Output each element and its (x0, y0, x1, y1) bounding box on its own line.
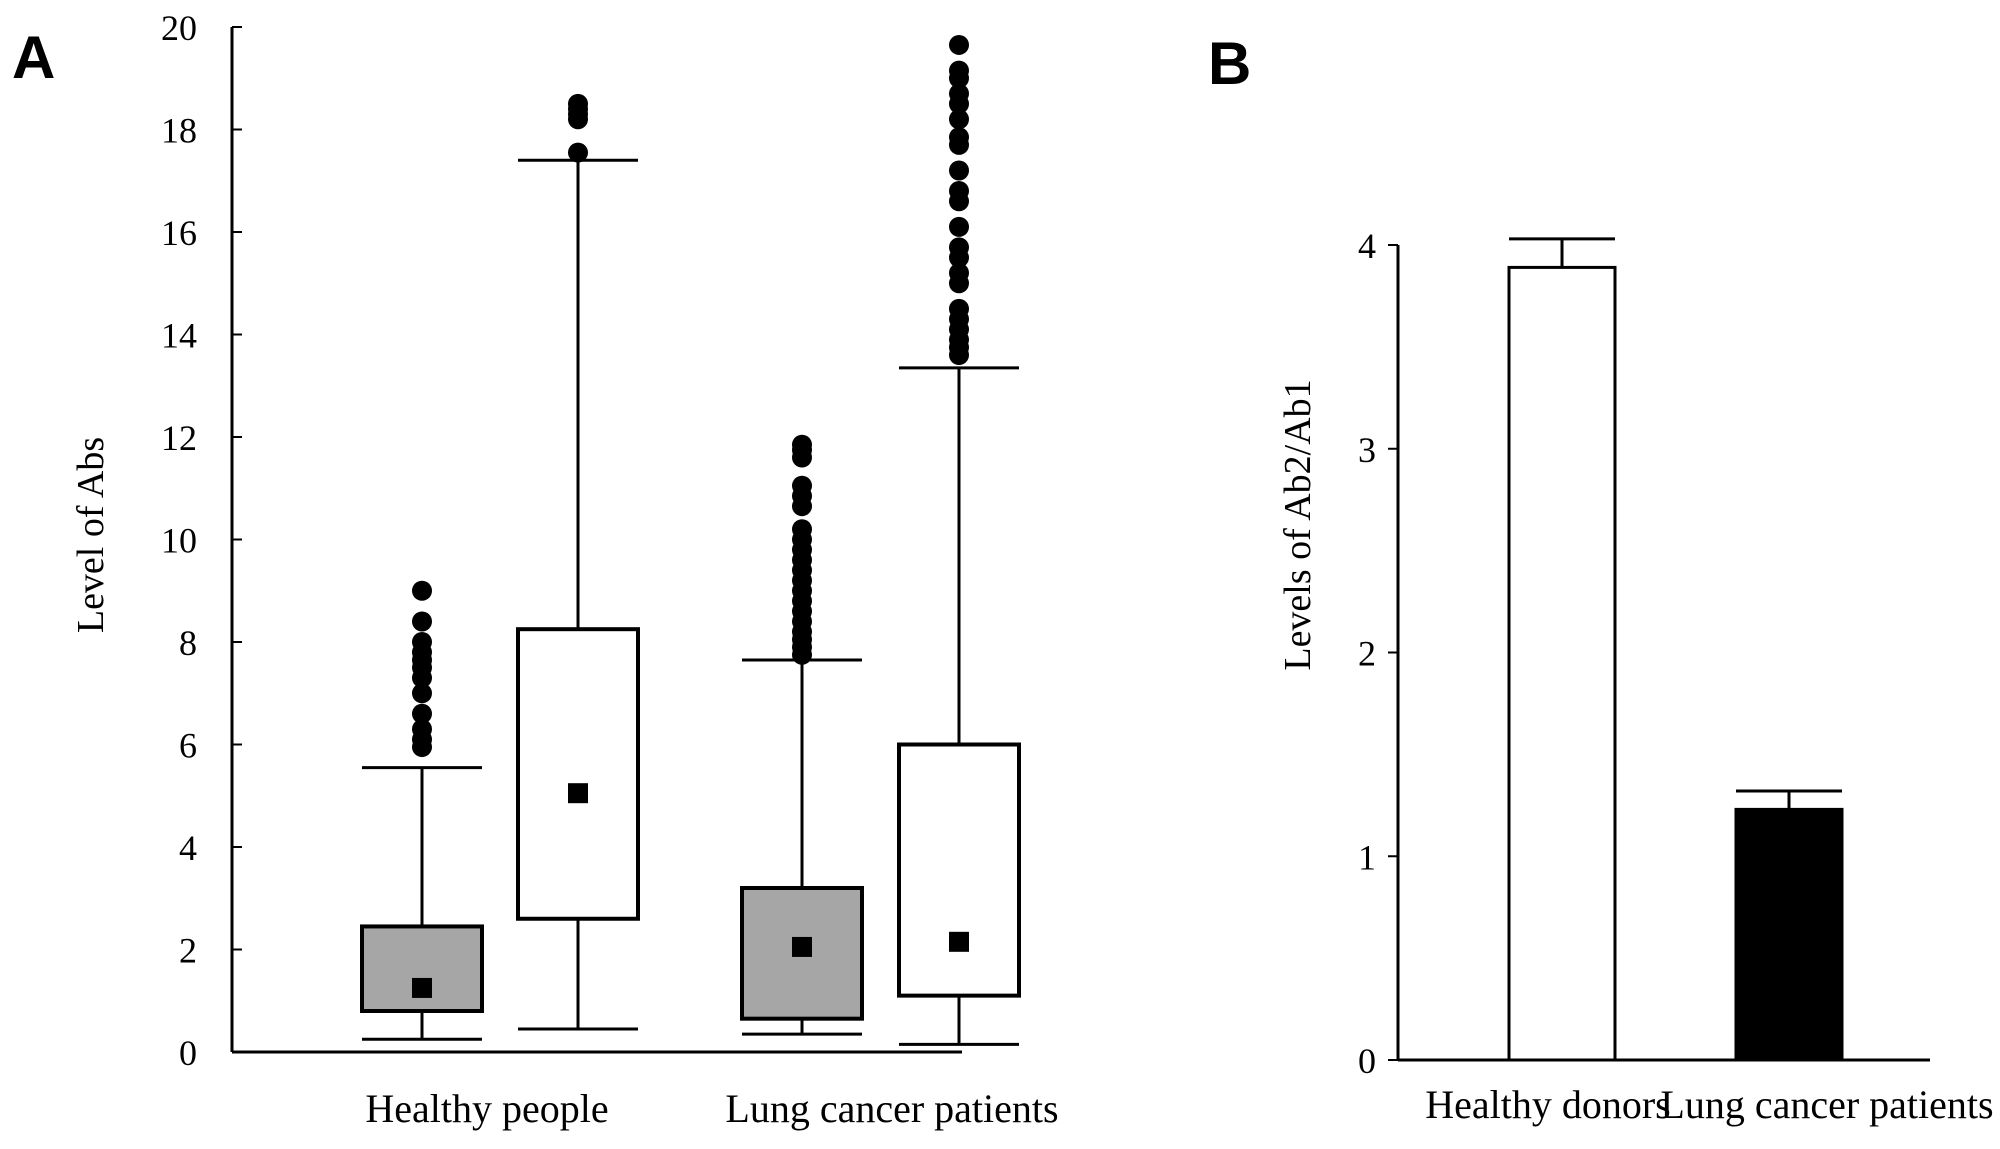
outlier-point (949, 83, 969, 104)
chart-b-axes (1396, 245, 1930, 1062)
mean-marker (949, 931, 969, 952)
outlier-point (949, 298, 969, 319)
y-tick-label: 14 (161, 316, 197, 356)
outlier-point (949, 34, 969, 55)
category-label: Lung cancer patients (1660, 1082, 1993, 1127)
outlier-point (568, 93, 588, 114)
outlier-point (949, 109, 969, 130)
outlier-point (412, 719, 432, 740)
iqr-box (897, 742, 1021, 998)
outlier-point (949, 60, 969, 81)
y-tick-label: 0 (1358, 1041, 1376, 1081)
y-tick-label: 18 (161, 111, 197, 151)
category-label: Lung cancer patients (725, 1086, 1058, 1131)
iqr-box (516, 627, 640, 921)
outlier-point (792, 434, 812, 455)
outlier-point (792, 475, 812, 496)
chart-b-y-ticks: 0 1 2 3 4 (1358, 226, 1398, 1081)
bar-1 (1507, 237, 1617, 1062)
y-tick-label: 0 (179, 1033, 197, 1073)
outlier-point (412, 611, 432, 632)
bar-2 (1734, 789, 1844, 1062)
iqr-box (360, 924, 484, 1013)
outlier-point (568, 142, 588, 163)
mean-marker (792, 936, 812, 957)
y-tick-label: 3 (1358, 430, 1376, 470)
y-tick-label: 2 (179, 931, 197, 971)
y-tick-label: 4 (1358, 226, 1376, 266)
outlier-point (412, 580, 432, 601)
outlier-point (949, 181, 969, 201)
box-4 (897, 34, 1021, 1046)
category-label: Healthy donors (1425, 1082, 1671, 1127)
outlier-point (949, 216, 969, 237)
outlier-point (412, 683, 432, 704)
chart-b-y-axis-title: Levels of Ab2/Ab1 (1277, 379, 1319, 670)
y-tick-label: 1 (1358, 837, 1376, 877)
chart-a: 0 2 4 6 8 10 12 14 16 18 20 Healthy people Lung can… (70, 8, 1059, 1131)
chart-b-bars (1507, 237, 1844, 1062)
y-tick-label: 16 (161, 213, 197, 253)
outlier-point (412, 703, 432, 724)
chart-a-y-ticks: 0 2 4 6 8 10 12 14 16 18 20 (161, 8, 242, 1073)
y-tick-label: 8 (179, 623, 197, 663)
y-tick-label: 12 (161, 418, 197, 458)
outlier-point (412, 632, 432, 652)
mean-marker (568, 783, 588, 804)
bar-rect (1507, 265, 1617, 1062)
y-tick-label: 2 (1358, 634, 1376, 674)
outlier-point (949, 127, 969, 148)
panel-label-a: A (12, 24, 55, 91)
box-2 (516, 93, 640, 1031)
category-label: Healthy people (365, 1086, 608, 1131)
chart-a-y-axis-title: Level of Abs (70, 437, 112, 633)
box-1 (360, 580, 484, 1041)
panel-label-b: B (1208, 30, 1251, 97)
chart-a-categories: Healthy people Lung cancer patients (365, 1086, 1058, 1131)
bar-rect (1734, 807, 1844, 1062)
y-tick-label: 10 (161, 521, 197, 561)
outlier-point (949, 263, 969, 283)
mean-marker (412, 977, 432, 998)
y-tick-label: 6 (179, 726, 197, 766)
y-tick-label: 4 (179, 828, 197, 868)
outlier-point (949, 237, 969, 258)
y-tick-label: 20 (161, 8, 197, 48)
outlier-point (949, 160, 969, 181)
outlier-point (792, 519, 812, 540)
chart-a-boxes (360, 34, 1021, 1046)
box-3 (740, 434, 864, 1036)
